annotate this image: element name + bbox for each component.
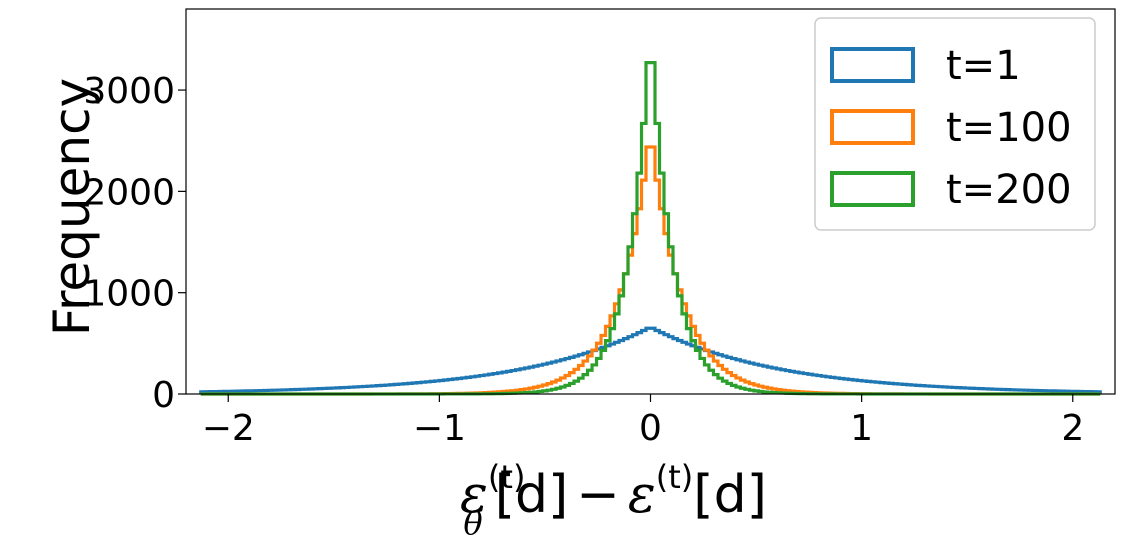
y-tick-label: 3000 bbox=[83, 71, 175, 112]
x-tick-label: −2 bbox=[202, 408, 255, 449]
y-axis-title: Frequency bbox=[43, 78, 101, 336]
x-axis-title: ε(t) θ [d] − ε(t)[d] bbox=[460, 458, 767, 539]
legend-swatch-3 bbox=[830, 171, 915, 207]
legend-swatch-2 bbox=[830, 109, 915, 145]
series-1-histogram bbox=[199, 326, 1102, 394]
legend-label-3: t=200 bbox=[946, 167, 1072, 213]
x-axis-ticks: −2 −1 0 1 2 bbox=[202, 394, 1084, 449]
y-tick-label: 0 bbox=[152, 375, 175, 416]
x-tick-label: 0 bbox=[639, 408, 662, 449]
x-tick-label: 1 bbox=[850, 408, 873, 449]
y-tick-label: 2000 bbox=[83, 172, 175, 213]
legend-frame bbox=[814, 17, 1096, 231]
legend-label-2: t=100 bbox=[946, 105, 1072, 151]
y-tick-label: 1000 bbox=[83, 274, 175, 315]
legend: t=1 t=100 t=200 bbox=[814, 17, 1096, 231]
x-tick-label: 2 bbox=[1061, 408, 1084, 449]
y-axis-ticks: 0 1000 2000 3000 bbox=[83, 71, 186, 416]
x-tick-label: −1 bbox=[413, 408, 466, 449]
legend-swatch-1 bbox=[830, 47, 915, 83]
legend-label-1: t=1 bbox=[946, 43, 1021, 89]
